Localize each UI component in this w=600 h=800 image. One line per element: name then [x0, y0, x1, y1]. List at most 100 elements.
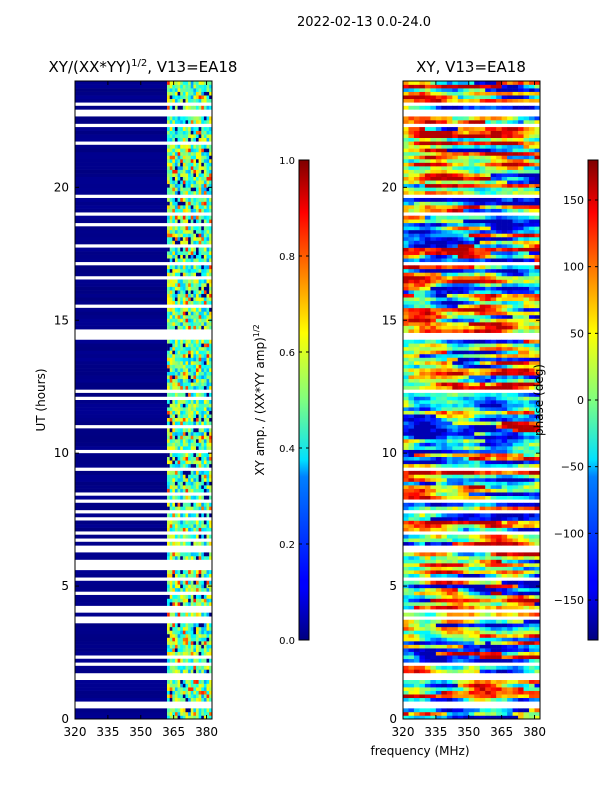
left-cell	[177, 400, 181, 404]
right-cell	[446, 658, 453, 663]
right-cell	[496, 400, 502, 404]
left-cell	[174, 570, 178, 574]
right-cell	[496, 513, 502, 518]
right-cell	[446, 534, 453, 539]
left-cell	[190, 495, 194, 500]
right-cell	[435, 407, 442, 411]
right-cell	[523, 570, 530, 574]
right-cell	[468, 325, 475, 330]
left-cell	[177, 166, 181, 170]
right-cell	[463, 644, 470, 649]
left-cell	[174, 219, 178, 224]
right-cell	[424, 605, 431, 610]
right-cell	[534, 559, 540, 564]
left-cell	[182, 623, 186, 628]
left-cell	[167, 322, 170, 326]
right-cell	[452, 477, 459, 482]
right-cell	[441, 442, 448, 447]
right-cell	[496, 392, 502, 397]
left-cell	[201, 166, 205, 170]
right-cell	[419, 563, 426, 567]
left-cell	[195, 105, 199, 110]
left-cell	[188, 130, 192, 135]
right-cell	[479, 555, 486, 560]
right-cell	[512, 470, 519, 475]
left-cell	[185, 382, 189, 387]
left-cell	[203, 687, 207, 691]
left-cell	[172, 665, 176, 670]
left-cell	[177, 368, 181, 372]
right-cell	[441, 690, 448, 695]
left-cell	[185, 527, 189, 532]
right-cell	[468, 435, 475, 440]
right-cell	[474, 485, 481, 489]
left-cell	[177, 233, 181, 238]
right-cell	[496, 520, 502, 525]
left-cell	[177, 251, 181, 255]
right-cell	[403, 456, 409, 461]
left-cell	[193, 240, 197, 245]
left-cell	[185, 173, 189, 177]
right-cell	[413, 566, 420, 571]
right-cell	[479, 708, 486, 713]
left-cell	[203, 251, 207, 255]
right-cell	[441, 488, 448, 493]
right-cell	[523, 563, 530, 567]
right-cell	[474, 460, 481, 465]
left-cell	[193, 428, 197, 433]
right-cell	[485, 353, 491, 358]
right-cell	[463, 463, 470, 468]
right-cell	[485, 506, 491, 511]
right-cell	[413, 502, 420, 507]
right-cell	[441, 626, 448, 631]
right-cell	[534, 410, 540, 415]
right-cell	[529, 449, 535, 454]
left-cell	[206, 357, 210, 362]
left-cell	[182, 598, 186, 603]
right-cell	[479, 339, 486, 344]
left-cell-low	[75, 116, 168, 121]
right-cell	[529, 375, 535, 380]
left-cell	[188, 534, 192, 539]
left-cell	[193, 187, 197, 192]
right-cell	[512, 463, 519, 468]
left-cell-low	[75, 488, 168, 493]
right-cell	[441, 385, 448, 390]
right-cell	[479, 641, 486, 645]
left-cell	[206, 602, 210, 606]
left-cell	[172, 417, 176, 422]
right-cell	[403, 485, 409, 489]
right-cell	[523, 392, 530, 397]
right-cell	[496, 594, 502, 599]
left-cell	[209, 527, 212, 532]
right-cell	[441, 563, 448, 567]
right-cell	[446, 368, 453, 372]
right-cell	[446, 619, 453, 624]
right-cell	[403, 385, 409, 390]
right-cell	[430, 424, 437, 429]
right-cell	[507, 623, 513, 628]
left-cell	[180, 88, 184, 92]
right-cell	[424, 580, 431, 585]
left-cell	[180, 524, 184, 528]
right-cell	[441, 435, 448, 440]
right-cell	[419, 492, 426, 496]
left-cell	[169, 573, 173, 578]
left-cell	[206, 293, 210, 298]
left-cell	[188, 690, 192, 695]
left-cell	[167, 148, 170, 153]
right-cell	[534, 485, 540, 489]
right-cell	[424, 655, 431, 660]
left-cell	[174, 524, 178, 528]
right-cell	[441, 655, 448, 660]
left-cell	[174, 98, 178, 103]
left-cell	[209, 456, 212, 461]
left-cell	[209, 414, 212, 419]
left-cell	[167, 683, 170, 688]
left-cell	[188, 339, 192, 344]
right-cell	[463, 690, 470, 695]
right-cell	[529, 364, 535, 369]
right-cell	[501, 630, 508, 635]
left-cell	[206, 297, 210, 302]
right-cell	[430, 410, 437, 415]
